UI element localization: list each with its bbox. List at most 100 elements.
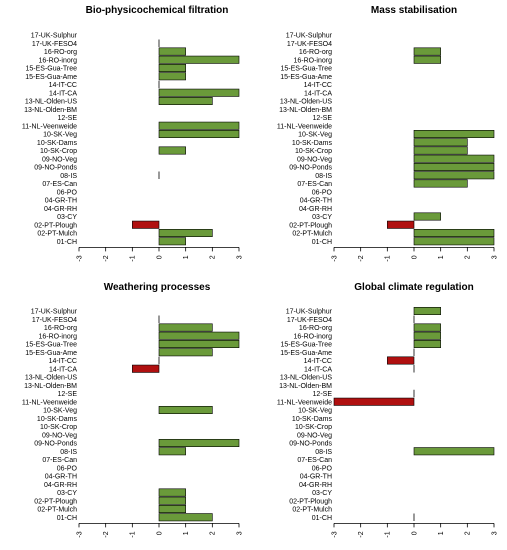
category-label-13-nl-olden-us: 13-NL-Olden-US bbox=[280, 375, 332, 382]
bar-16-ro-org bbox=[413, 323, 441, 332]
category-label-14-it-cc: 14-IT-CC bbox=[49, 358, 77, 365]
bar-16-ro-org bbox=[413, 47, 441, 56]
category-label-10-sk-dams: 10-SK-Dams bbox=[37, 140, 78, 147]
category-label-02-pt-mulch: 02-PT-Mulch bbox=[292, 507, 332, 514]
category-label-11-nl-veenweide: 11-NL-Veenweide bbox=[22, 399, 77, 406]
x-tick-label: -1 bbox=[385, 255, 392, 261]
category-label-13-nl-olden-bm: 13-NL-Olden-BM bbox=[279, 383, 332, 390]
category-label-15-es-gua-ame: 15-ES-Gua-Ame bbox=[25, 350, 77, 357]
category-label-17-uk-sulphur: 17-UK-Sulphur bbox=[31, 309, 78, 316]
panel-weathering-processes: Weathering processes 17-UK-Sulphur17-UK-F… bbox=[22, 282, 244, 538]
category-label-10-sk-veg: 10-SK-Veg bbox=[43, 132, 77, 139]
chart-title: Global climate regulation bbox=[354, 282, 473, 293]
category-label-14-it-ca: 14-IT-CA bbox=[304, 90, 332, 97]
category-label-14-it-ca: 14-IT-CA bbox=[304, 366, 332, 373]
category-label-12-se: 12-SE bbox=[313, 391, 333, 398]
category-label-09-no-veg: 09-NO-Veg bbox=[42, 432, 77, 439]
x-tick-label: 0 bbox=[156, 531, 163, 535]
category-label-17-uk-feso4: 17-UK-FESO4 bbox=[32, 41, 77, 48]
x-tick-label: -1 bbox=[130, 255, 137, 261]
x-tick-label: -2 bbox=[103, 255, 110, 261]
category-label-13-nl-olden-bm: 13-NL-Olden-BM bbox=[24, 383, 77, 390]
bar-02-pt-plough bbox=[132, 220, 160, 229]
category-label-07-es-can: 07-ES-Can bbox=[297, 181, 332, 188]
category-label-10-sk-dams: 10-SK-Dams bbox=[292, 140, 333, 147]
category-label-01-ch: 01-CH bbox=[312, 239, 332, 246]
category-label-14-it-cc: 14-IT-CC bbox=[49, 82, 77, 89]
category-label-14-it-cc: 14-IT-CC bbox=[304, 82, 332, 89]
category-label-03-cy: 03-CY bbox=[312, 490, 332, 497]
category-label-17-uk-feso4: 17-UK-FESO4 bbox=[287, 317, 332, 324]
panel-global-climate-regulation: Global climate regulation 17-UK-Sulphur17… bbox=[277, 282, 499, 538]
category-label-15-es-gua-ame: 15-ES-Gua-Ame bbox=[25, 74, 77, 81]
panel-bio-physicochemical-filtration: Bio-physicochemical filtration 17-UK-Sulp… bbox=[22, 5, 244, 262]
category-label-09-no-veg: 09-NO-Veg bbox=[42, 156, 77, 163]
bar-16-ro-inorg bbox=[413, 331, 441, 340]
category-label-11-nl-veenweide: 11-NL-Veenweide bbox=[277, 399, 332, 406]
category-label-03-cy: 03-CY bbox=[312, 214, 332, 221]
bar-16-ro-inorg bbox=[158, 55, 240, 64]
x-tick-label: -3 bbox=[331, 531, 338, 537]
category-label-15-es-gua-ame: 15-ES-Gua-Ame bbox=[280, 350, 332, 357]
bar-01-ch bbox=[158, 513, 213, 522]
x-tick-label: -1 bbox=[385, 531, 392, 537]
category-label-16-ro-org: 16-RO-org bbox=[299, 49, 332, 56]
category-label-07-es-can: 07-ES-Can bbox=[297, 457, 332, 464]
x-tick-label: 3 bbox=[236, 255, 243, 259]
category-label-02-pt-plough: 02-PT-Plough bbox=[34, 498, 77, 505]
category-label-13-nl-olden-us: 13-NL-Olden-US bbox=[280, 99, 332, 106]
category-label-02-pt-mulch: 02-PT-Mulch bbox=[37, 507, 77, 514]
category-label-14-it-ca: 14-IT-CA bbox=[49, 366, 77, 373]
bar-14-it-cc bbox=[387, 356, 415, 365]
category-label-12-se: 12-SE bbox=[58, 391, 78, 398]
category-label-17-uk-sulphur: 17-UK-Sulphur bbox=[286, 309, 333, 316]
category-label-13-nl-olden-us: 13-NL-Olden-US bbox=[25, 99, 77, 106]
category-label-09-no-ponds: 09-NO-Ponds bbox=[289, 441, 332, 448]
x-tick-label: 1 bbox=[183, 531, 190, 535]
category-label-16-ro-org: 16-RO-org bbox=[299, 325, 332, 332]
category-label-09-no-ponds: 09-NO-Ponds bbox=[289, 165, 332, 172]
x-tick-label: 1 bbox=[183, 255, 190, 259]
bar-10-sk-dams bbox=[413, 138, 468, 147]
category-label-04-gr-th: 04-GR-TH bbox=[300, 198, 332, 205]
category-label-07-es-can: 07-ES-Can bbox=[42, 181, 77, 188]
category-label-17-uk-sulphur: 17-UK-Sulphur bbox=[31, 33, 78, 40]
bar-02-pt-plough bbox=[387, 220, 415, 229]
category-label-09-no-ponds: 09-NO-Ponds bbox=[34, 165, 77, 172]
category-label-15-es-gua-tree: 15-ES-Gua-Tree bbox=[281, 66, 333, 73]
bar-13-nl-olden-us bbox=[158, 97, 213, 106]
x-tick-label: -2 bbox=[358, 255, 365, 261]
bar-09-no-veg bbox=[413, 154, 495, 163]
category-label-16-ro-inorg: 16-RO-inorg bbox=[38, 333, 77, 340]
bar-15-es-gua-tree bbox=[413, 339, 441, 348]
category-label-10-sk-crop: 10-SK-Crop bbox=[40, 424, 77, 431]
bar-14-it-ca bbox=[132, 364, 160, 373]
category-label-01-ch: 01-CH bbox=[312, 515, 332, 522]
bar-02-pt-plough bbox=[158, 496, 186, 505]
bar-17-uk-sulphur bbox=[413, 306, 441, 315]
category-label-10-sk-crop: 10-SK-Crop bbox=[295, 424, 332, 431]
x-tick-label: 0 bbox=[411, 531, 418, 535]
category-label-14-it-cc: 14-IT-CC bbox=[304, 358, 332, 365]
bar-15-es-gua-ame bbox=[158, 348, 213, 357]
category-label-06-po: 06-PO bbox=[312, 189, 333, 196]
bar-02-pt-mulch bbox=[413, 229, 495, 238]
category-label-08-is: 08-IS bbox=[315, 173, 332, 180]
category-label-01-ch: 01-CH bbox=[57, 515, 77, 522]
category-label-09-no-veg: 09-NO-Veg bbox=[297, 156, 332, 163]
x-tick-label: -3 bbox=[76, 531, 83, 537]
bar-10-sk-veg bbox=[158, 130, 240, 139]
category-label-16-ro-org: 16-RO-org bbox=[44, 49, 77, 56]
category-label-10-sk-dams: 10-SK-Dams bbox=[292, 416, 333, 423]
category-label-08-is: 08-IS bbox=[60, 449, 77, 456]
bar-15-es-gua-tree bbox=[158, 339, 240, 348]
category-label-15-es-gua-tree: 15-ES-Gua-Tree bbox=[281, 342, 333, 349]
bar-01-ch bbox=[158, 237, 186, 246]
bar-08-is bbox=[158, 447, 186, 456]
category-label-11-nl-veenweide: 11-NL-Veenweide bbox=[277, 123, 332, 130]
category-label-17-uk-feso4: 17-UK-FESO4 bbox=[32, 317, 77, 324]
x-tick-label: 0 bbox=[411, 255, 418, 259]
category-label-16-ro-inorg: 16-RO-inorg bbox=[38, 57, 77, 64]
x-tick-label: 1 bbox=[438, 255, 445, 259]
